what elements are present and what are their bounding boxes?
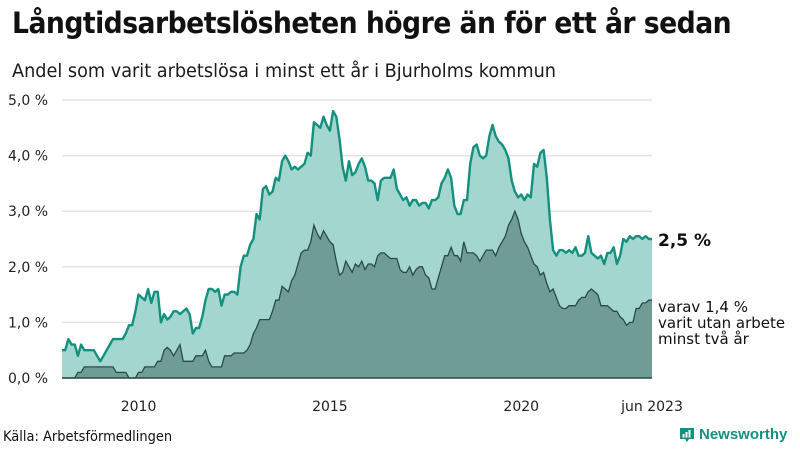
sub-value-label: varav 1,4 % varit utan arbete minst två …: [658, 298, 786, 348]
x-axis: 2010 2015 2020 jun 2023: [121, 399, 683, 415]
x-tick-label: 2015: [312, 399, 348, 415]
x-tick-label: 2010: [121, 399, 157, 415]
y-tick-label: 3,0 %: [8, 204, 48, 220]
brand-logo[interactable]: Newsworthy: [679, 426, 787, 443]
y-tick-label: 1,0 %: [8, 315, 48, 331]
bar-chart-speech-icon: [680, 427, 694, 442]
x-tick-label: jun 2023: [620, 399, 683, 415]
end-value-label: 2,5 %: [658, 231, 712, 251]
y-tick-label: 0,0 %: [8, 371, 48, 387]
y-axis: 0,0 % 1,0 % 2,0 % 3,0 % 4,0 % 5,0 %: [8, 93, 48, 387]
x-tick-label: 2020: [503, 399, 539, 415]
y-tick-label: 5,0 %: [8, 93, 48, 109]
chart-title: Långtidsarbetslösheten högre än för ett …: [12, 6, 732, 40]
y-tick-label: 2,0 %: [8, 260, 48, 276]
brand-name: Newsworthy: [699, 426, 788, 443]
y-tick-label: 4,0 %: [8, 149, 48, 165]
series-area-sub: [62, 211, 652, 378]
source-note: Källa: Arbetsförmedlingen: [3, 429, 173, 445]
series-line-sub: [62, 209, 652, 379]
series-line-main: [62, 109, 652, 363]
chart-subtitle: Andel som varit arbetslösa i minst ett å…: [12, 60, 556, 82]
